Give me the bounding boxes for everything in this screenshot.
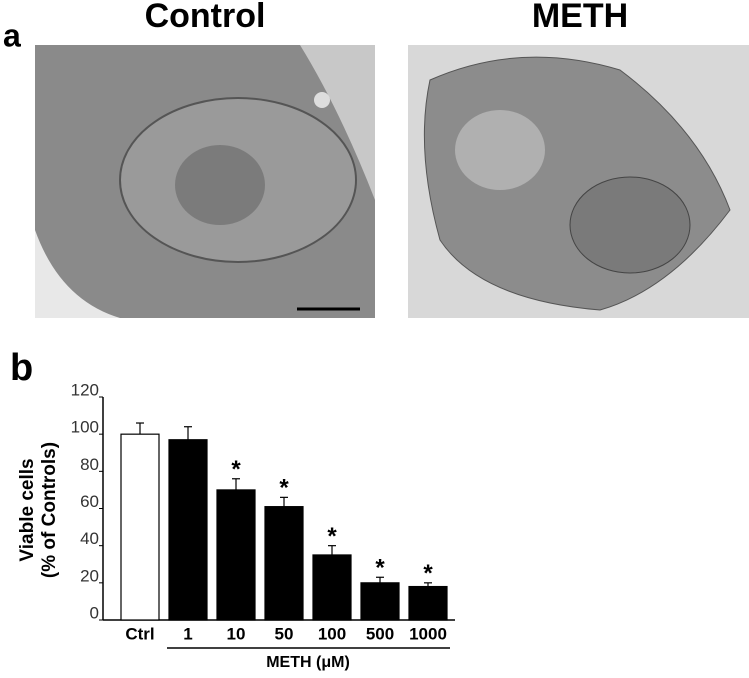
y-tick-label: 100 bbox=[71, 418, 99, 437]
bar bbox=[264, 506, 304, 621]
y-tick-label: 80 bbox=[80, 455, 99, 474]
bar bbox=[120, 433, 160, 621]
x-tick-label: 1000 bbox=[409, 624, 447, 643]
significance-marker: * bbox=[327, 523, 337, 550]
y-axis-label: (% of Controls) bbox=[39, 442, 60, 578]
bar bbox=[168, 439, 208, 621]
y-tick-label: 20 bbox=[80, 566, 99, 585]
bar bbox=[408, 585, 448, 621]
image-title: Control bbox=[145, 0, 266, 35]
micrograph bbox=[408, 45, 749, 318]
significance-marker: * bbox=[231, 456, 241, 483]
micrograph bbox=[35, 45, 375, 318]
y-tick-label: 60 bbox=[80, 492, 99, 511]
x-tick-label: 100 bbox=[318, 624, 346, 643]
bar bbox=[216, 489, 256, 621]
x-tick-label: 1 bbox=[183, 624, 192, 643]
bar bbox=[312, 554, 352, 621]
significance-marker: * bbox=[375, 555, 385, 582]
bar bbox=[360, 582, 400, 621]
x-tick-label: 10 bbox=[227, 624, 246, 643]
panel-label: b bbox=[10, 347, 33, 389]
panel-label: a bbox=[3, 17, 21, 53]
significance-marker: * bbox=[279, 475, 289, 502]
x-tick-label: 50 bbox=[275, 624, 294, 643]
x-tick-label: Ctrl bbox=[125, 624, 154, 643]
group-label: METH (μM) bbox=[266, 654, 350, 671]
significance-marker: * bbox=[423, 560, 433, 587]
y-tick-label: 0 bbox=[90, 603, 99, 622]
y-tick-label: 40 bbox=[80, 529, 99, 548]
image-title: METH bbox=[532, 0, 628, 35]
y-tick-label: 120 bbox=[71, 380, 99, 399]
y-axis-label: Viable cells bbox=[17, 458, 38, 561]
x-tick-label: 500 bbox=[366, 624, 394, 643]
